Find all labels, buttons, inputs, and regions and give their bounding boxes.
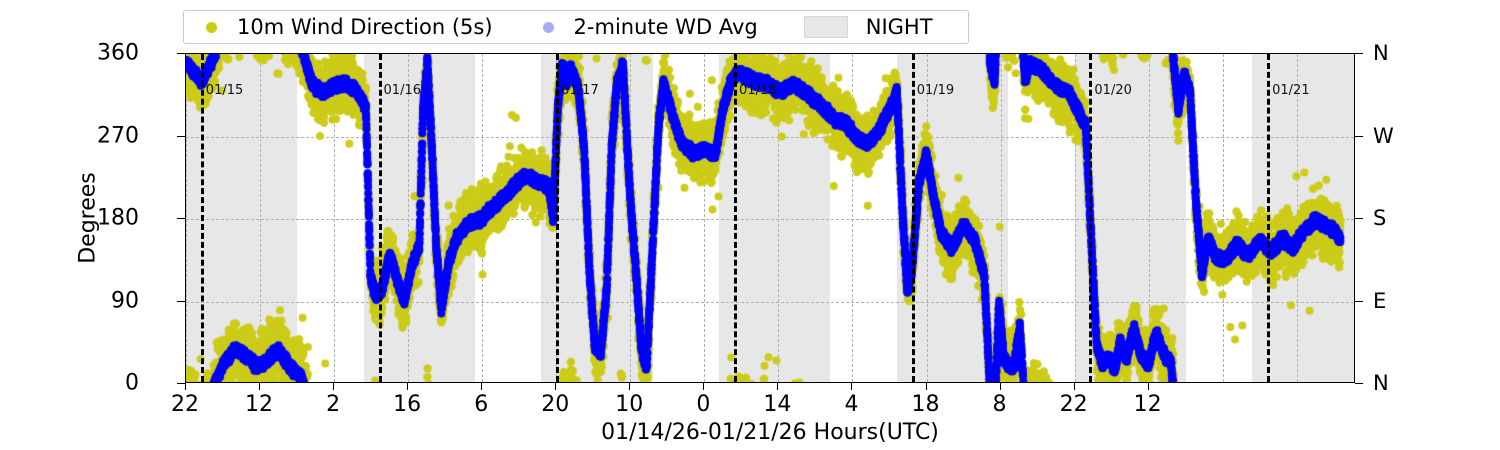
day-boundary-line <box>1089 54 1093 382</box>
x-tick-mark <box>555 383 557 390</box>
x-tick-label: 10 <box>615 392 644 417</box>
right-tick-label: S <box>1373 206 1387 230</box>
legend-label-2: NIGHT <box>865 15 933 39</box>
x-tick-label: 16 <box>393 392 422 417</box>
legend-entry-2-minute-wd-avg: 2-minute WD Avg <box>542 15 758 39</box>
right-tick-mark <box>1355 300 1363 302</box>
y-tick-label: 270 <box>97 123 139 148</box>
x-tick-mark <box>481 383 483 390</box>
right-tick-mark <box>1355 53 1363 54</box>
right-tick-label: N <box>1373 371 1389 395</box>
y-tick-label: 0 <box>125 370 139 396</box>
x-tick-mark <box>703 383 705 390</box>
right-tick-label: E <box>1373 288 1387 313</box>
right-tick-mark <box>1355 218 1363 219</box>
day-boundary-line <box>556 54 560 382</box>
x-tick-label: 0 <box>696 392 711 417</box>
day-label: 01/20 <box>1094 83 1132 98</box>
day-boundary-line <box>733 54 737 382</box>
day-boundary-line <box>200 54 204 382</box>
day-label: 01/16 <box>383 83 421 98</box>
x-tick-mark <box>1073 383 1075 390</box>
y-tick-mark <box>177 218 185 219</box>
x-tick-mark <box>629 383 631 390</box>
day-label: 01/17 <box>561 83 599 98</box>
day-label: 01/19 <box>916 83 955 98</box>
right-tick-mark <box>1355 383 1363 384</box>
legend-label-0: 10m Wind Direction (5s) <box>237 15 493 39</box>
x-tick-label: 18 <box>911 392 940 417</box>
x-tick-mark <box>259 383 261 390</box>
x-tick-mark <box>185 383 186 390</box>
day-boundary-line <box>911 54 915 382</box>
x-tick-mark <box>777 383 779 390</box>
chart-legend: 10m Wind Direction (5s) 2-minute WD Avg … <box>183 10 969 44</box>
right-tick-label: N <box>1373 41 1389 65</box>
x-tick-label: 14 <box>763 392 792 417</box>
y-tick-label: 90 <box>111 288 139 313</box>
legend-entry-night: NIGHT <box>803 15 933 39</box>
y-tick-label: 360 <box>97 40 139 66</box>
day-boundary-line <box>378 54 382 382</box>
x-tick-label: 22 <box>1059 392 1088 417</box>
x-tick-mark <box>925 383 927 390</box>
y-tick-mark <box>177 300 185 302</box>
legend-label-1: 2-minute WD Avg <box>573 15 758 39</box>
right-tick-mark <box>1355 135 1363 137</box>
legend-entry-10m-wind-direction: 10m Wind Direction (5s) <box>206 15 493 39</box>
y-tick-label: 180 <box>97 205 139 231</box>
x-axis-label: 01/14/26-01/21/26 Hours(UTC) <box>601 420 939 445</box>
night-shading-patch-icon <box>803 16 848 38</box>
y-tick-mark <box>177 53 185 54</box>
scatter-canvas <box>186 54 1354 382</box>
y-tick-mark <box>177 135 185 137</box>
day-label: 01/18 <box>738 83 777 98</box>
plot-area: 01/15 01/16 01/17 01/18 01/19 01/20 01/21 <box>185 53 1355 383</box>
blue-dot-marker-icon <box>542 21 554 33</box>
day-label: 01/15 <box>205 83 244 98</box>
x-tick-mark <box>1147 383 1149 390</box>
x-tick-label: 2 <box>326 392 341 417</box>
day-boundary-line <box>1267 54 1271 382</box>
plot-clip-region: 01/15 01/16 01/17 01/18 01/19 01/20 01/21 <box>186 54 1354 382</box>
x-tick-label: 12 <box>1133 392 1162 417</box>
x-tick-mark <box>333 383 335 390</box>
x-tick-label: 4 <box>844 392 859 417</box>
x-tick-label: 20 <box>541 392 570 417</box>
x-tick-mark <box>851 383 853 390</box>
day-label: 01/21 <box>1272 83 1310 98</box>
yellow-dot-marker-icon <box>206 21 217 33</box>
x-tick-label: 12 <box>245 392 274 417</box>
x-tick-label: 8 <box>992 392 1007 417</box>
x-tick-label: 6 <box>474 392 489 417</box>
y-tick-mark <box>177 383 185 384</box>
x-tick-label: 22 <box>171 392 199 417</box>
x-tick-mark <box>999 383 1001 390</box>
right-tick-label: W <box>1373 123 1394 148</box>
x-tick-mark <box>407 383 409 390</box>
